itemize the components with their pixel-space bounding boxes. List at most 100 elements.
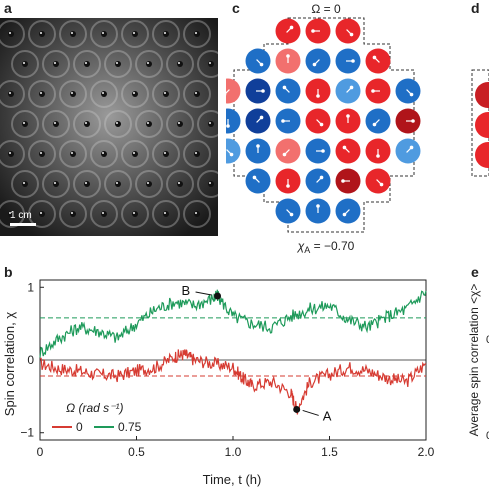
annotation-arrow [302,409,319,416]
droplet-ring [59,20,87,48]
droplet [39,31,45,37]
droplet-ring [166,110,194,138]
lattice-title: Ω = 0 [311,2,341,16]
panel-letter-d: d [471,0,480,16]
droplet [8,91,14,97]
droplet-highlight [178,62,180,64]
droplet [177,181,183,187]
droplet-ring [104,50,132,78]
y-tick-label: −1 [20,426,34,440]
panel-d-edge [471,69,489,177]
droplet-highlight [23,122,25,124]
droplet [146,181,152,187]
chi-label: χA = −0.70 [297,239,355,255]
droplet-ring [135,170,163,198]
spin-tip [341,179,345,183]
droplet [70,91,76,97]
legend-title: Ω (rad s⁻¹) [66,401,123,415]
droplet-ring [152,20,180,48]
droplet-ring [197,50,218,78]
spin-tip [351,59,355,63]
droplet-highlight [102,152,104,154]
droplet-ring [90,20,118,48]
droplet-ring [121,20,149,48]
droplet-ring [135,50,163,78]
droplet [22,121,28,127]
droplet [208,121,214,127]
droplet-ring [59,80,87,108]
x-tick-label: 1.5 [321,445,338,459]
spin-lattice: Ω = 0 χA = −0.70 [226,2,489,255]
droplet-highlight [71,152,73,154]
droplet-ring [42,110,70,138]
droplet-highlight [147,182,149,184]
spin-tip [342,212,347,217]
droplet-ring [121,80,149,108]
droplet [53,121,59,127]
droplet [70,211,76,217]
spin-tip [252,175,257,180]
series-line [39,289,427,358]
droplet-highlight [116,122,118,124]
droplet-ring [59,200,87,228]
x-axis-label: Time, t (h) [203,472,262,487]
droplet [115,61,121,67]
droplet-highlight [102,92,104,94]
legend-label-red: 0 [76,420,83,434]
droplet-ring [0,20,25,48]
spin-disc [226,138,241,164]
droplet-highlight [116,62,118,64]
droplet-highlight [102,32,104,34]
droplet-ring [28,140,56,168]
annotation-arrow [195,291,212,296]
droplet-ring [59,140,87,168]
droplet-highlight [209,62,211,64]
right-y-axis-label: Average spin correlation <χ> [467,284,481,437]
y-tick-label: 0 [27,353,34,367]
droplet-ring [0,80,25,108]
droplet [22,181,28,187]
droplet-ring [11,50,39,78]
spin-tip [342,145,347,150]
spin-tip [379,182,384,187]
droplet-highlight [164,32,166,34]
droplet [115,181,121,187]
right-tick-label: 0 [486,334,489,346]
droplet [84,121,90,127]
plot-annotations: AB [182,283,332,423]
droplet-highlight [195,152,197,154]
droplet-ring [0,200,25,228]
droplet [39,91,45,97]
spin-tip [319,175,324,180]
droplet [177,61,183,67]
spin-tip [316,204,320,208]
droplet [146,61,152,67]
droplet-ring [152,140,180,168]
droplet [53,181,59,187]
droplet [194,211,200,217]
plot-axes: 0 0.5 1.0 1.5 2.0−101 [20,279,435,459]
droplet-ring [73,50,101,78]
droplet-highlight [23,62,25,64]
droplet [39,211,45,217]
droplet-ring [197,170,218,198]
scale-bar [10,223,36,226]
droplet [194,151,200,157]
scale-bar-label: 1 cm [10,210,32,221]
plot-series [39,289,427,415]
droplet-highlight [40,32,42,34]
droplet [22,61,28,67]
spin-tip [376,154,380,158]
droplet-highlight [209,182,211,184]
spin-arrow [226,89,230,94]
y-tick-label: 1 [27,280,34,294]
droplet [146,121,152,127]
y-axis-label: Spin correlation, χ [2,312,17,417]
droplet-highlight [85,182,87,184]
spin-tip [259,115,264,120]
droplet-highlight [9,212,11,214]
droplet [101,211,107,217]
spin-tip [349,32,354,37]
droplet [101,151,107,157]
droplet-highlight [147,122,149,124]
